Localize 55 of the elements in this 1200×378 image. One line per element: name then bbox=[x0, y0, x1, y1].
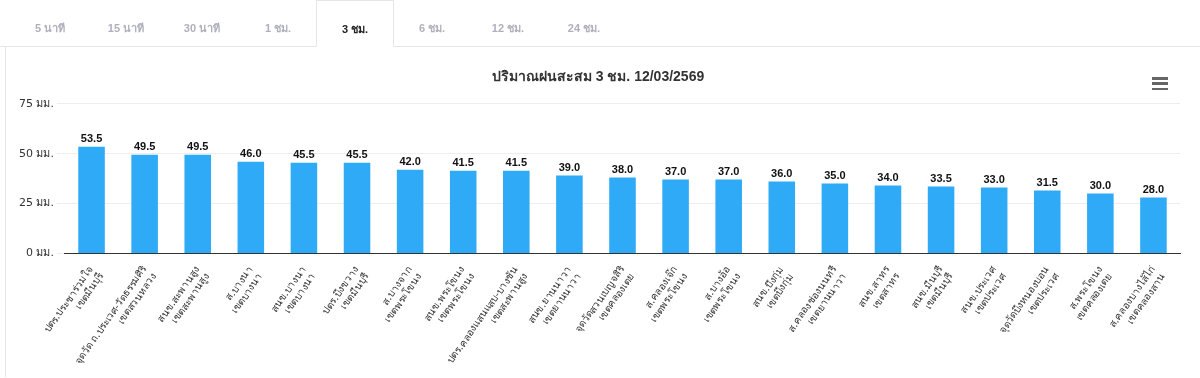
bar bbox=[503, 170, 530, 253]
bar bbox=[609, 177, 636, 253]
bar bbox=[1087, 193, 1114, 253]
data-label: 49.5 bbox=[187, 140, 209, 153]
text: 6 ชม. bbox=[417, 21, 447, 36]
y-tick-label: 75 มม. bbox=[18, 96, 54, 110]
bar bbox=[874, 185, 902, 253]
bar bbox=[237, 161, 265, 253]
bar bbox=[768, 181, 796, 253]
data-label: 36.0 bbox=[771, 167, 793, 180]
text: 12 ชม. bbox=[490, 21, 526, 36]
data-label: 28.0 bbox=[1142, 183, 1165, 196]
text: 15 นาที bbox=[106, 21, 146, 36]
bar bbox=[131, 154, 158, 253]
text: 1 ชม. bbox=[263, 21, 293, 36]
bar bbox=[290, 162, 318, 253]
data-label: 30.0 bbox=[1089, 179, 1112, 192]
data-label: 37.0 bbox=[717, 165, 740, 178]
bar bbox=[821, 183, 849, 253]
bar bbox=[396, 169, 424, 253]
data-label: 33.0 bbox=[983, 173, 1005, 186]
chart-title: ปริมาณฝนสะสม 3 ชม. 12/03/2569 bbox=[491, 68, 705, 85]
data-label: 45.5 bbox=[293, 148, 315, 161]
text: 3 ชม. bbox=[316, 0, 394, 47]
data-label: 41.5 bbox=[452, 156, 474, 169]
y-tick-label: 25 มม. bbox=[18, 196, 54, 210]
bar bbox=[556, 175, 583, 253]
text: 24 ชม. bbox=[566, 21, 602, 36]
bar bbox=[662, 179, 689, 253]
text: 30 นาที bbox=[182, 21, 222, 36]
bar bbox=[184, 154, 211, 253]
bar bbox=[449, 170, 477, 253]
data-label: 35.0 bbox=[824, 169, 846, 182]
data-label: 42.0 bbox=[399, 155, 421, 168]
data-label: 45.5 bbox=[346, 148, 368, 161]
data-label: 37.0 bbox=[664, 165, 687, 178]
data-label: 38.0 bbox=[611, 163, 634, 176]
data-label: 34.0 bbox=[877, 171, 899, 184]
bar bbox=[78, 146, 105, 253]
data-label: 31.5 bbox=[1036, 176, 1058, 189]
data-label: 46.0 bbox=[240, 147, 262, 160]
data-label: 33.5 bbox=[930, 172, 952, 185]
data-label: 41.5 bbox=[505, 156, 528, 169]
bar bbox=[1033, 190, 1061, 253]
data-label: 49.5 bbox=[133, 140, 156, 153]
y-tick-label: 0 มม. bbox=[25, 246, 54, 260]
bar bbox=[927, 186, 955, 253]
bar bbox=[980, 187, 1008, 253]
y-tick-label: 50 มม. bbox=[18, 146, 54, 160]
text: 5 นาที bbox=[33, 21, 67, 36]
data-label: 39.0 bbox=[558, 161, 581, 174]
bar bbox=[715, 179, 742, 253]
data-label: 53.5 bbox=[80, 132, 103, 145]
bar bbox=[343, 162, 371, 253]
bar bbox=[1140, 197, 1167, 253]
